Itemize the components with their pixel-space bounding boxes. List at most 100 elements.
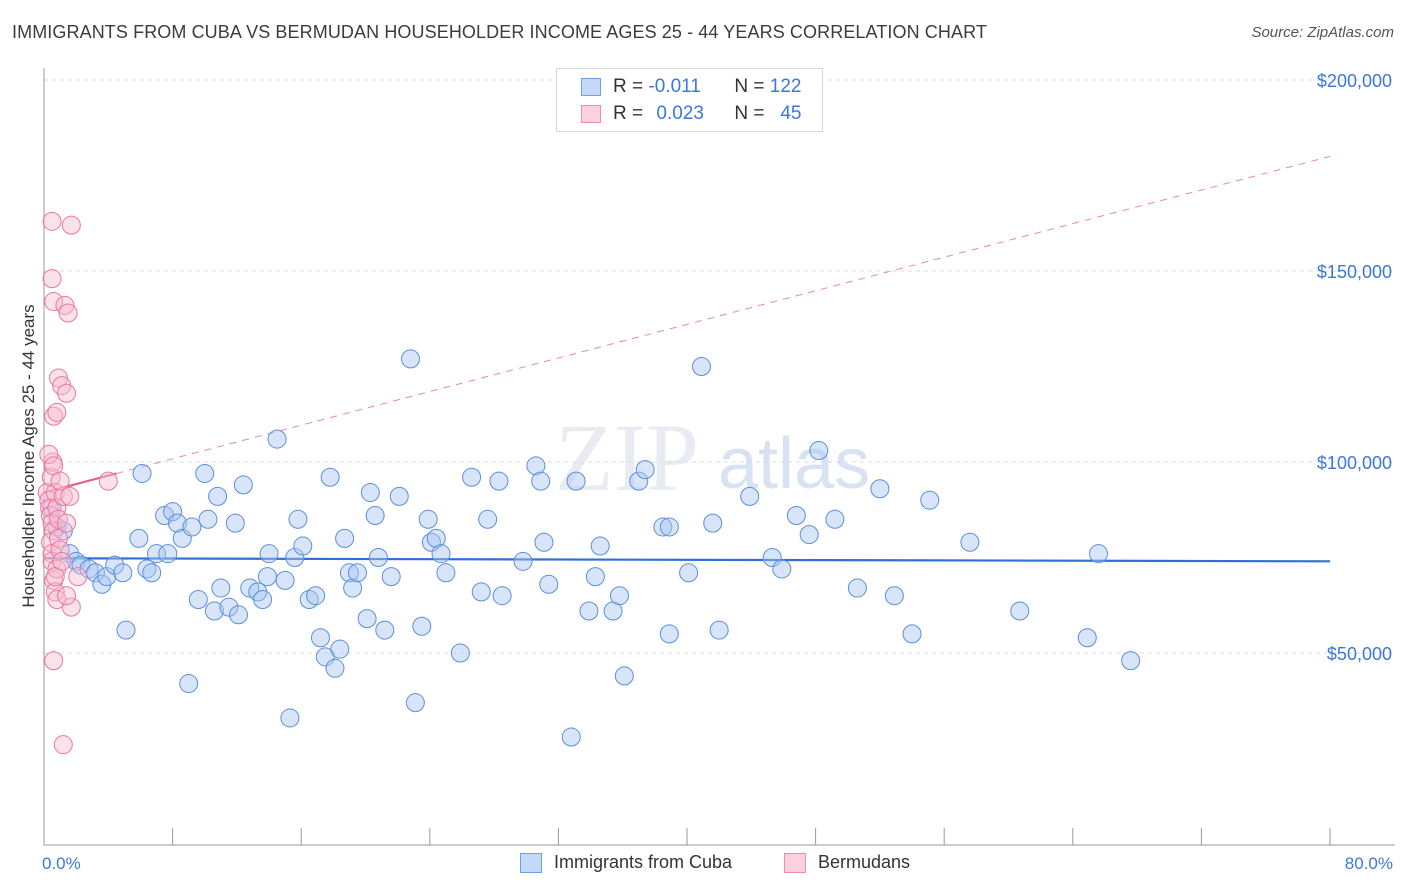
y-tick-label: $150,000 bbox=[1317, 262, 1392, 282]
data-point-cuba bbox=[257, 567, 277, 587]
data-point-cuba bbox=[847, 578, 867, 598]
data-point-cuba bbox=[585, 567, 605, 587]
data-point-bermudans bbox=[42, 211, 62, 231]
bottom-legend-bermudans: Bermudans bbox=[784, 852, 910, 873]
data-point-cuba bbox=[539, 574, 559, 594]
data-point-bermudans bbox=[55, 295, 75, 315]
data-point-bermudans bbox=[39, 490, 59, 510]
data-point-cuba bbox=[405, 693, 425, 713]
data-point-cuba bbox=[1077, 628, 1097, 648]
legend: R = -0.011 N = 122 R = 0.023 N = 45 bbox=[556, 68, 823, 132]
data-point-cuba bbox=[960, 532, 980, 552]
data-point-cuba bbox=[526, 456, 546, 476]
data-point-cuba bbox=[280, 708, 300, 728]
watermark-zip: ZIP bbox=[555, 404, 699, 511]
legend-r-value-cuba: -0.011 bbox=[648, 76, 701, 97]
data-point-cuba bbox=[375, 620, 395, 640]
data-point-cuba bbox=[884, 586, 904, 606]
data-point-cuba bbox=[182, 517, 202, 537]
data-point-bermudans bbox=[98, 471, 118, 491]
legend-row-cuba: R = -0.011 N = 122 bbox=[581, 74, 801, 100]
data-point-cuba bbox=[167, 513, 187, 533]
data-point-bermudans bbox=[50, 471, 70, 491]
data-point-cuba bbox=[609, 586, 629, 606]
data-point-cuba bbox=[653, 517, 673, 537]
data-point-cuba bbox=[306, 586, 326, 606]
data-point-cuba bbox=[431, 544, 451, 564]
data-point-cuba bbox=[158, 544, 178, 564]
y-tick-label: $50,000 bbox=[1327, 644, 1392, 664]
data-point-bermudans bbox=[53, 735, 73, 755]
data-point-bermudans bbox=[39, 444, 59, 464]
data-point-cuba bbox=[471, 582, 491, 602]
chart-title: IMMIGRANTS FROM CUBA VS BERMUDAN HOUSEHO… bbox=[12, 22, 987, 42]
data-point-bermudans bbox=[57, 586, 77, 606]
data-point-cuba bbox=[179, 674, 199, 694]
data-point-cuba bbox=[204, 601, 224, 621]
data-point-cuba bbox=[211, 578, 231, 598]
watermark-atlas: atlas bbox=[718, 424, 870, 504]
data-point-cuba bbox=[293, 536, 313, 556]
bottom-legend-label-cuba: Immigrants from Cuba bbox=[554, 852, 733, 872]
data-point-cuba bbox=[219, 597, 239, 617]
y-axis-label: Householder Income Ages 25 - 44 years bbox=[19, 304, 38, 607]
data-point-cuba bbox=[492, 586, 512, 606]
data-point-cuba bbox=[188, 590, 208, 610]
data-point-cuba bbox=[902, 624, 922, 644]
data-point-cuba bbox=[208, 486, 228, 506]
trend-line-bermudans-dashed bbox=[116, 155, 1331, 474]
data-point-cuba bbox=[772, 559, 792, 579]
data-point-cuba bbox=[870, 479, 890, 499]
data-point-bermudans bbox=[61, 215, 81, 235]
data-point-cuba bbox=[436, 563, 456, 583]
data-point-cuba bbox=[691, 357, 711, 376]
data-point-bermudans bbox=[57, 383, 77, 403]
data-point-cuba bbox=[325, 658, 345, 678]
data-point-cuba bbox=[418, 509, 438, 529]
data-point-cuba bbox=[679, 563, 699, 583]
data-point-cuba bbox=[225, 513, 245, 533]
data-point-bermudans bbox=[45, 582, 65, 602]
legend-n-label: N = bbox=[734, 76, 765, 97]
data-point-cuba bbox=[709, 620, 729, 640]
trend-line-cuba bbox=[43, 557, 1331, 563]
data-point-cuba bbox=[163, 502, 183, 522]
data-point-cuba bbox=[825, 509, 845, 529]
data-point-cuba bbox=[786, 505, 806, 525]
data-point-cuba bbox=[198, 509, 218, 529]
data-point-cuba bbox=[566, 471, 586, 491]
legend-n-value-bermudans: 45 bbox=[780, 103, 802, 124]
data-point-bermudans bbox=[44, 406, 64, 426]
data-point-cuba bbox=[579, 601, 599, 621]
data-point-cuba bbox=[132, 463, 152, 483]
y-tick-label: $100,000 bbox=[1317, 453, 1392, 473]
data-point-cuba bbox=[116, 620, 136, 640]
data-point-cuba bbox=[343, 578, 363, 598]
data-point-cuba bbox=[635, 460, 655, 480]
data-point-cuba bbox=[113, 563, 133, 583]
data-point-cuba bbox=[1010, 601, 1030, 621]
data-point-cuba bbox=[365, 505, 385, 525]
data-point-cuba bbox=[513, 551, 533, 571]
x-tick-label: 0.0% bbox=[42, 854, 81, 873]
data-point-bermudans bbox=[44, 651, 64, 671]
data-point-cuba bbox=[147, 544, 167, 564]
data-point-bermudans bbox=[60, 486, 80, 506]
data-point-cuba bbox=[339, 563, 359, 583]
data-point-bermudans bbox=[37, 483, 57, 503]
data-point-cuba bbox=[105, 555, 125, 575]
data-point-cuba bbox=[799, 525, 819, 545]
data-point-cuba bbox=[703, 513, 723, 533]
data-point-bermudans bbox=[42, 269, 62, 289]
data-point-cuba bbox=[659, 517, 679, 537]
legend-r-value-bermudans: 0.023 bbox=[656, 103, 704, 124]
data-point-bermudans bbox=[48, 368, 68, 388]
data-point-cuba bbox=[1089, 544, 1109, 564]
legend-row-bermudans: R = 0.023 N = 45 bbox=[581, 101, 801, 127]
data-point-cuba bbox=[267, 429, 287, 449]
data-point-bermudans bbox=[58, 303, 78, 323]
data-point-cuba bbox=[320, 467, 340, 487]
data-point-cuba bbox=[229, 605, 249, 625]
data-point-cuba bbox=[450, 643, 470, 663]
data-point-cuba bbox=[614, 666, 634, 686]
